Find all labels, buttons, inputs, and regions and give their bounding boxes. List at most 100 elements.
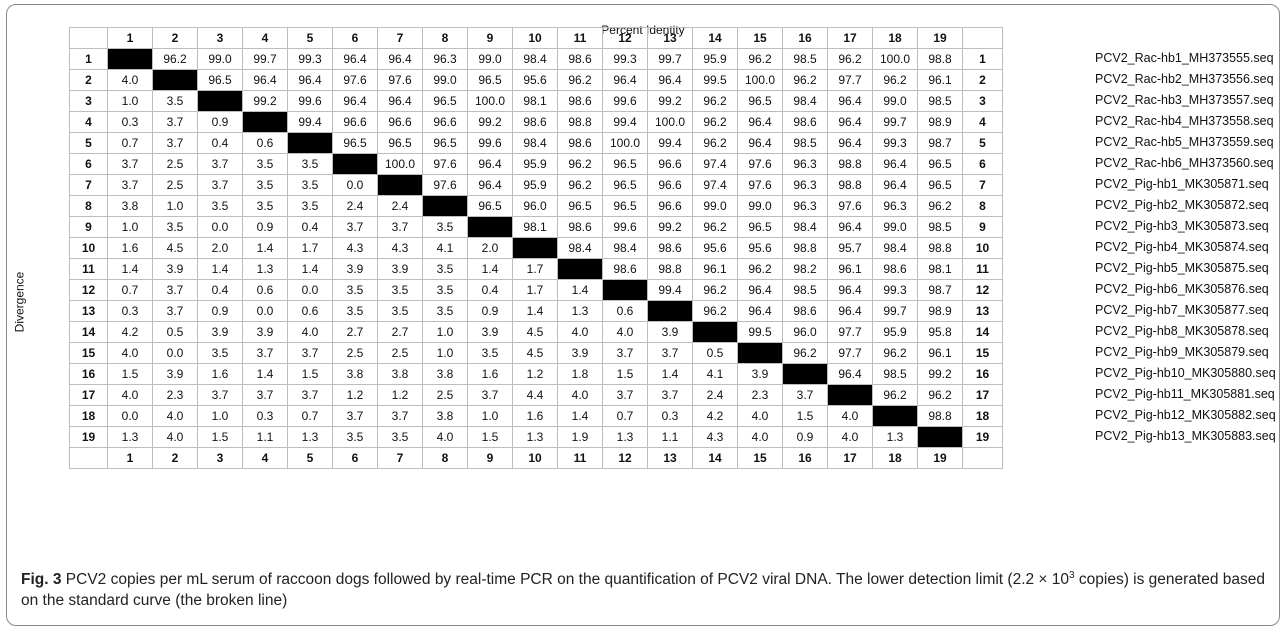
row-index: 12	[69, 279, 108, 301]
matrix-cell: 1.6	[197, 363, 243, 385]
matrix-cell: 98.5	[782, 48, 828, 70]
row-index-right: 5	[962, 132, 1003, 154]
matrix-cell: 1.5	[287, 363, 333, 385]
matrix-cell: 96.0	[782, 321, 828, 343]
matrix-cell: 4.1	[692, 363, 738, 385]
row-index: 19	[69, 426, 108, 448]
matrix-cell: 96.2	[692, 111, 738, 133]
matrix-cell: 98.8	[827, 153, 873, 175]
column-index: 3	[197, 27, 243, 49]
diagonal-cell	[647, 300, 693, 322]
sequence-label: PCV2_Rac-hb4_MH373558.seq	[1095, 114, 1274, 128]
matrix-cell: 98.1	[512, 90, 558, 112]
matrix-cell: 96.2	[917, 384, 963, 406]
column-index: 18	[872, 447, 918, 469]
matrix-cell: 1.2	[512, 363, 558, 385]
diagonal-cell	[197, 90, 243, 112]
matrix-cell: 4.5	[512, 342, 558, 364]
matrix-cell: 3.7	[152, 279, 198, 301]
matrix-cell: 3.7	[197, 153, 243, 175]
matrix-cell: 3.7	[197, 384, 243, 406]
matrix-row: 19 1.3 4.0 1.5 1.1 1.3 3.5 3.5 4.0 1.5 1.3 1.9 1.3 1.…	[69, 426, 1003, 448]
matrix-cell: 3.5	[467, 342, 513, 364]
divergence-axis-label: Divergence	[12, 271, 27, 333]
matrix-cell: 96.5	[467, 195, 513, 217]
matrix-cell: 98.8	[782, 237, 828, 259]
matrix-cell: 96.4	[872, 174, 918, 196]
matrix-cell: 98.4	[782, 90, 828, 112]
column-index: 17	[827, 27, 873, 49]
matrix-cell: 96.5	[557, 195, 603, 217]
matrix-cell: 96.2	[872, 384, 918, 406]
matrix-cell: 95.7	[827, 237, 873, 259]
row-index-right: 17	[962, 384, 1003, 406]
matrix-cell: 96.2	[782, 342, 828, 364]
matrix-cell: 96.2	[692, 300, 738, 322]
matrix-cell: 99.0	[197, 48, 243, 70]
matrix-cell: 96.5	[602, 153, 648, 175]
matrix-cell: 0.4	[197, 279, 243, 301]
matrix-cell: 99.4	[647, 132, 693, 154]
matrix-cell: 98.6	[602, 258, 648, 280]
sequence-label: PCV2_Pig-hb9_MK305879.seq	[1095, 345, 1269, 359]
matrix-cell: 0.6	[242, 279, 288, 301]
matrix-cell: 96.2	[557, 174, 603, 196]
matrix-row: 16 1.5 3.9 1.6 1.4 1.5 3.8 3.8 3.8 1.6 1.2 1.8 1.5 1.…	[69, 363, 1003, 385]
matrix-cell: 1.3	[242, 258, 288, 280]
row-index-right: 6	[962, 153, 1003, 175]
row-index: 8	[69, 195, 108, 217]
matrix-row: 6 3.7 2.5 3.7 3.5 3.5 100.0 97.6 96.4 95.9 96.2 96.…	[69, 153, 1003, 175]
caption-label: Fig. 3	[21, 571, 62, 589]
matrix-cell: 98.1	[512, 216, 558, 238]
matrix-cell: 1.4	[287, 258, 333, 280]
matrix-cell: 2.3	[737, 384, 783, 406]
matrix-cell: 99.6	[602, 90, 648, 112]
matrix-cell: 3.7	[647, 384, 693, 406]
column-index: 9	[467, 447, 513, 469]
matrix-cell: 98.6	[557, 216, 603, 238]
matrix-cell: 4.0	[737, 426, 783, 448]
column-index: 6	[332, 27, 378, 49]
matrix-cell: 3.9	[377, 258, 423, 280]
matrix-cell: 3.7	[377, 216, 423, 238]
matrix-cell: 98.5	[917, 216, 963, 238]
matrix-cell: 3.5	[287, 174, 333, 196]
matrix-cell: 3.5	[242, 153, 288, 175]
matrix-cell: 2.4	[377, 195, 423, 217]
matrix-cell: 3.5	[332, 279, 378, 301]
matrix-cell: 96.5	[917, 174, 963, 196]
matrix-cell: 0.6	[242, 132, 288, 154]
sequence-label: PCV2_Rac-hb6_MH373560.seq	[1095, 156, 1274, 170]
matrix-cell: 3.7	[152, 111, 198, 133]
matrix-cell: 96.2	[692, 279, 738, 301]
matrix-row: 8 3.8 1.0 3.5 3.5 3.5 2.4 2.4 96.5 96.0 96.5 96.5 96…	[69, 195, 1003, 217]
matrix-cell: 99.6	[287, 90, 333, 112]
row-index: 17	[69, 384, 108, 406]
row-index: 1	[69, 48, 108, 70]
matrix-cell: 98.5	[872, 363, 918, 385]
matrix-cell: 3.5	[287, 153, 333, 175]
sequence-label: PCV2_Pig-hb7_MK305877.seq	[1095, 303, 1269, 317]
matrix-cell: 3.7	[152, 132, 198, 154]
matrix-cell: 99.7	[872, 300, 918, 322]
matrix-cell: 3.5	[377, 279, 423, 301]
matrix-cell: 96.3	[782, 174, 828, 196]
matrix-cell: 4.0	[557, 321, 603, 343]
matrix-cell: 97.6	[422, 174, 468, 196]
matrix-cell: 3.9	[467, 321, 513, 343]
matrix-cell: 99.2	[647, 90, 693, 112]
matrix-cell: 98.2	[782, 258, 828, 280]
matrix-cell: 96.4	[602, 69, 648, 91]
matrix-cell: 3.9	[242, 321, 288, 343]
matrix-cell: 3.7	[377, 405, 423, 427]
matrix-cell: 96.4	[827, 132, 873, 154]
row-index: 13	[69, 300, 108, 322]
matrix-row: 17 4.0 2.3 3.7 3.7 3.7 1.2 1.2 2.5 3.7 4.4 4.0 3.7 3.…	[69, 384, 1003, 406]
matrix-cell: 3.7	[152, 300, 198, 322]
matrix-cell: 3.9	[152, 258, 198, 280]
matrix-cell: 1.3	[287, 426, 333, 448]
matrix-cell: 3.5	[242, 195, 288, 217]
matrix-cell: 99.0	[872, 90, 918, 112]
column-index: 9	[467, 27, 513, 49]
matrix-cell: 97.4	[692, 174, 738, 196]
